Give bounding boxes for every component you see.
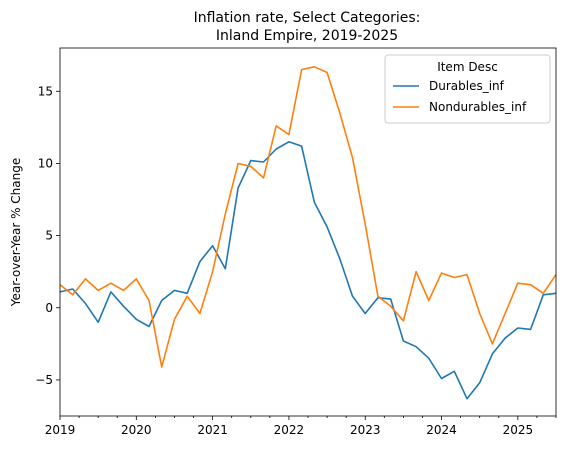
x-tick-label: 2025 — [503, 423, 534, 437]
series-line-durables-inf — [59, 141, 557, 400]
x-tick-label: 2021 — [197, 423, 228, 437]
y-axis-label: Year-over-Year % Change — [9, 158, 23, 307]
x-tick-label: 2024 — [426, 423, 457, 437]
series-line-nondurables-inf — [59, 66, 557, 368]
y-tick-label: 5 — [45, 229, 53, 243]
y-tick-label: 0 — [45, 301, 53, 315]
y-tick-label: −5 — [35, 373, 53, 387]
y-tick-label: 15 — [38, 84, 53, 98]
x-tick-label: 2022 — [274, 423, 305, 437]
y-axis: −5 0 5 10 15 — [35, 84, 60, 387]
legend-box — [384, 54, 551, 124]
legend: Item Desc Durables_inf Nondurables_inf — [384, 54, 551, 124]
legend-label: Nondurables_inf — [429, 100, 527, 114]
x-axis: 2019 2020 2021 2022 2023 2024 2025 — [45, 416, 557, 437]
legend-label: Durables_inf — [429, 79, 505, 93]
chart-subtitle: Inland Empire, 2019-2025 — [216, 28, 398, 44]
x-tick-label: 2023 — [350, 423, 381, 437]
y-tick-label: 10 — [38, 156, 53, 170]
x-tick-label: 2019 — [45, 423, 76, 437]
chart-title: Inflation rate, Select Categories: — [194, 10, 421, 26]
x-tick-label: 2020 — [121, 423, 152, 437]
legend-title: Item Desc — [437, 60, 498, 74]
series-layer — [59, 66, 557, 400]
